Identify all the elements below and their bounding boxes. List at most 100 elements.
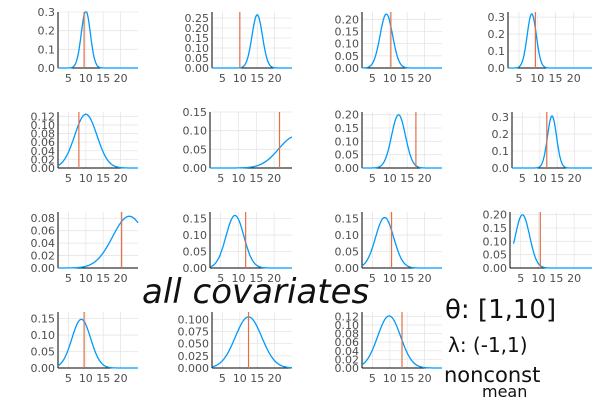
density-curve bbox=[58, 11, 138, 69]
y-tick-label: 0.10 bbox=[31, 329, 56, 342]
x-tick-label: 10 bbox=[532, 272, 546, 285]
density-curve bbox=[508, 12, 592, 69]
y-tick-label: 0.12 bbox=[335, 310, 360, 323]
y-tick-label: 0.15 bbox=[335, 25, 360, 38]
y-tick-label: 0.08 bbox=[31, 128, 56, 141]
y-tick-label: 0.00 bbox=[335, 362, 360, 375]
y-tick-label: 0.3 bbox=[488, 11, 506, 24]
y-tick-label: 0.05 bbox=[185, 52, 210, 65]
y-tick-label: 0.02 bbox=[31, 153, 56, 166]
x-tick-label: 15 bbox=[550, 172, 564, 185]
y-tick-label: 0.00 bbox=[183, 162, 208, 175]
x-tick-label: 5 bbox=[65, 172, 72, 185]
annotation-theta: θ: [1,10] bbox=[445, 295, 556, 325]
y-tick-label: 0.3 bbox=[38, 6, 56, 19]
x-tick-label: 20 bbox=[114, 72, 128, 85]
y-tick-label: 0.15 bbox=[183, 213, 208, 226]
x-tick-label: 5 bbox=[65, 72, 72, 85]
x-tick-label: 5 bbox=[219, 372, 226, 385]
y-tick-label: 0.02 bbox=[31, 250, 56, 263]
y-tick-label: 0.00 bbox=[183, 262, 208, 275]
y-tick-label: 0.15 bbox=[483, 222, 508, 235]
y-tick-label: 0.10 bbox=[335, 229, 360, 242]
x-tick-label: 10 bbox=[383, 372, 397, 385]
x-tick-label: 5 bbox=[369, 372, 376, 385]
density-curve bbox=[362, 114, 442, 169]
density-curve bbox=[211, 316, 293, 369]
y-tick-label: 0.05 bbox=[335, 50, 360, 63]
y-tick-label: 0.12 bbox=[31, 110, 56, 123]
y-tick-label: 0.000 bbox=[178, 362, 210, 375]
chart-panel-7: 0.000.050.100.150.20 5 10 15 20 bbox=[335, 109, 442, 185]
x-tick-label: 15 bbox=[400, 372, 414, 385]
x-tick-label: 10 bbox=[79, 172, 93, 185]
y-tick-label: 0.20 bbox=[335, 109, 360, 122]
x-tick-label: 20 bbox=[268, 372, 282, 385]
x-tick-label: 15 bbox=[250, 372, 264, 385]
y-tick-label: 0.06 bbox=[335, 336, 360, 349]
annotation-mean: mean bbox=[482, 382, 527, 400]
x-tick-label: 15 bbox=[549, 272, 563, 285]
x-tick-label: 20 bbox=[114, 272, 128, 285]
y-tick-label: 0.10 bbox=[185, 42, 210, 55]
y-tick-label: 0.10 bbox=[335, 38, 360, 51]
y-tick-label: 0.10 bbox=[31, 119, 56, 132]
y-tick-label: 0.08 bbox=[335, 328, 360, 341]
x-tick-label: 15 bbox=[96, 272, 110, 285]
y-tick-label: 0.00 bbox=[185, 62, 210, 75]
y-tick-label: 0.10 bbox=[483, 235, 508, 248]
y-tick-label: 0.00 bbox=[335, 262, 360, 275]
y-tick-label: 0.2 bbox=[492, 128, 510, 141]
y-tick-label: 0.050 bbox=[178, 338, 210, 351]
y-tick-label: 0.2 bbox=[38, 25, 56, 38]
x-tick-label: 5 bbox=[519, 172, 526, 185]
x-tick-label: 20 bbox=[268, 72, 282, 85]
x-tick-label: 10 bbox=[232, 272, 246, 285]
density-curve bbox=[212, 14, 292, 69]
chart-panel-12: 0.000.050.100.150.20 5 10 15 20 bbox=[483, 209, 592, 285]
y-tick-label: 0.04 bbox=[31, 237, 56, 250]
x-tick-label: 20 bbox=[418, 172, 432, 185]
x-tick-label: 15 bbox=[96, 172, 110, 185]
chart-panel-11: 0.00 0.05 0.10 0.15 5 10 15 20 bbox=[335, 212, 442, 285]
x-tick-label: 15 bbox=[400, 172, 414, 185]
y-tick-label: 0.0 bbox=[492, 162, 510, 175]
x-tick-label: 20 bbox=[418, 272, 432, 285]
y-tick-label: 0.00 bbox=[31, 362, 56, 375]
chart-panel-3: 0.000.050.100.150.20 5 10 15 20 bbox=[335, 12, 442, 85]
x-tick-label: 5 bbox=[219, 72, 226, 85]
y-tick-label: 0.00 bbox=[31, 162, 56, 175]
y-tick-label: 0.10 bbox=[335, 135, 360, 148]
density-curve bbox=[57, 318, 138, 369]
x-tick-label: 10 bbox=[79, 372, 93, 385]
x-tick-label: 20 bbox=[418, 372, 432, 385]
y-tick-label: 0.075 bbox=[178, 325, 210, 338]
y-tick-label: 0.02 bbox=[335, 353, 360, 366]
x-tick-label: 15 bbox=[96, 372, 110, 385]
chart-panel-15: 0.000.020.040.060.080.100.12 5 10 15 20 bbox=[335, 310, 442, 385]
y-tick-label: 0.100 bbox=[178, 313, 210, 326]
x-tick-label: 20 bbox=[418, 72, 432, 85]
annotation-nonconst: nonconst bbox=[444, 363, 540, 387]
x-tick-label: 20 bbox=[114, 372, 128, 385]
x-tick-label: 20 bbox=[567, 72, 581, 85]
handwritten-annotation: all covariates θ: [1,10] λ: (-1,1) nonco… bbox=[142, 272, 556, 400]
x-tick-label: 10 bbox=[233, 372, 247, 385]
x-tick-label: 5 bbox=[65, 272, 72, 285]
density-curve bbox=[362, 13, 442, 69]
x-tick-label: 5 bbox=[65, 372, 72, 385]
x-tick-label: 20 bbox=[114, 172, 128, 185]
density-curve bbox=[58, 215, 139, 269]
x-tick-label: 15 bbox=[96, 72, 110, 85]
chart-panel-1: 0.0 0.1 0.2 0.3 5 10 15 20 bbox=[38, 6, 138, 85]
y-tick-label: 0.15 bbox=[183, 106, 208, 119]
x-tick-label: 10 bbox=[79, 72, 93, 85]
y-tick-label: 0.00 bbox=[335, 162, 360, 175]
y-tick-label: 0.00 bbox=[31, 262, 56, 275]
x-tick-label: 10 bbox=[383, 272, 397, 285]
x-tick-label: 15 bbox=[250, 72, 264, 85]
y-tick-label: 0.10 bbox=[183, 125, 208, 138]
y-tick-label: 0.00 bbox=[483, 262, 508, 275]
